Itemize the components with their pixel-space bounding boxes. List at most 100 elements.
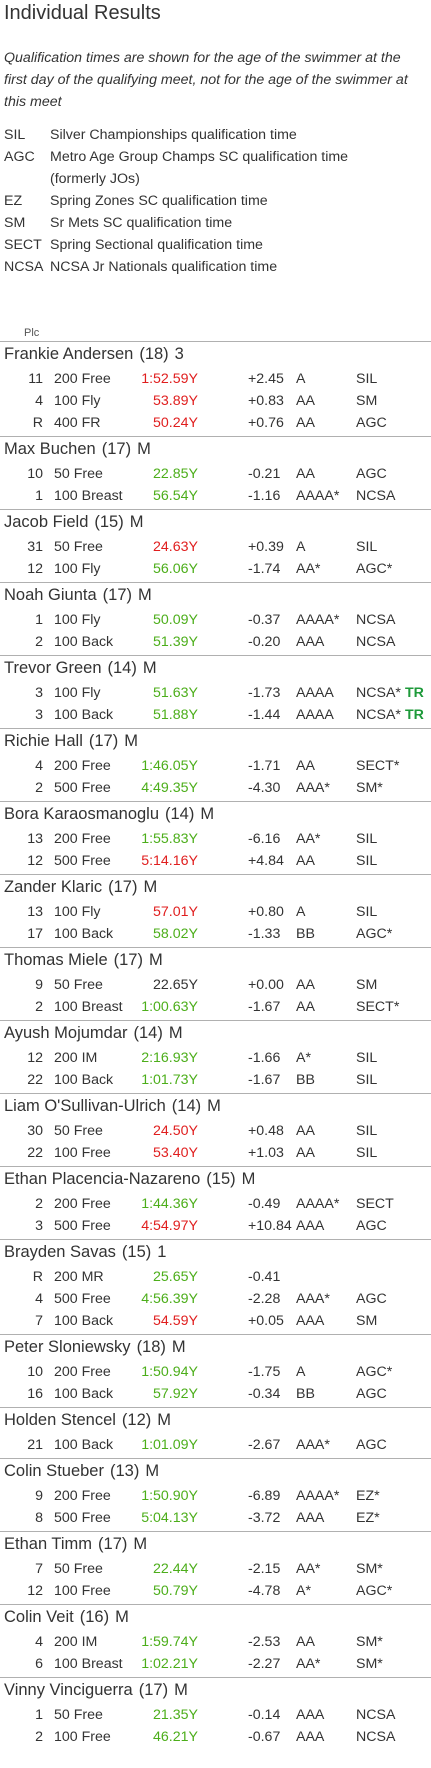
result-event: 200 Free: [54, 831, 111, 847]
result-event: 200 Free: [54, 371, 111, 387]
legend-desc: Metro Age Group Champs SC qualification …: [50, 149, 349, 165]
result-time: 1:01.09Y: [141, 1437, 198, 1453]
result-time: 56.54Y: [153, 488, 198, 504]
result-qualification: SIL: [356, 1123, 378, 1139]
swimmer-age: (15): [94, 513, 124, 531]
result-place: 7: [35, 1561, 43, 1577]
swimmer-name: Zander Klaric: [4, 878, 103, 896]
result-event: 100 Back: [54, 707, 114, 723]
result-qualification: AGC: [356, 466, 387, 482]
swimmer-name: Bora Karaosmanoglu: [4, 805, 160, 823]
result-time: 58.02Y: [153, 926, 198, 942]
result-standard: AA*: [296, 561, 321, 577]
result-qualification: AGC: [356, 415, 387, 431]
swimmer-name: Richie Hall: [4, 732, 83, 750]
result-diff: -0.34: [248, 1386, 281, 1402]
result-place: 4: [35, 393, 43, 409]
result-row: 6 100 Breast 1:02.21Y -2.27 AA* SM*: [0, 1653, 431, 1675]
result-standard: AA: [296, 466, 315, 482]
team-record-badge: TR: [404, 685, 424, 701]
result-diff: -1.66: [248, 1050, 281, 1066]
result-diff: -0.41: [248, 1269, 281, 1285]
result-row: 30 50 Free 24.50Y +0.48 AA SIL: [0, 1120, 431, 1142]
result-row: 21 100 Back 1:01.09Y -2.67 AAA* AGC: [0, 1434, 431, 1456]
result-place: 2: [35, 1729, 43, 1745]
result-event: 100 Back: [54, 1386, 114, 1402]
result-time: 57.01Y: [153, 904, 198, 920]
result-row: R 400 FR 50.24Y +0.76 AA AGC: [0, 412, 431, 434]
result-diff: +2.45: [248, 371, 284, 387]
result-place: 16: [27, 1386, 43, 1402]
result-diff: -2.15: [248, 1561, 281, 1577]
result-place: 3: [35, 685, 43, 701]
divider: [0, 436, 431, 437]
result-event: 100 Fly: [54, 612, 101, 628]
divider: [0, 341, 431, 342]
result-qualification: AGC: [356, 1218, 387, 1234]
result-place: 3: [35, 1218, 43, 1234]
swimmer-header: Holden Stencel (12) M: [4, 1409, 171, 1431]
result-time: 25.65Y: [153, 1269, 198, 1285]
result-place: 2: [35, 1196, 43, 1212]
result-row: 10 200 Free 1:50.94Y -1.75 A AGC*: [0, 1361, 431, 1383]
swimmer-header: Ayush Mojumdar (14) M: [4, 1022, 183, 1044]
swimmer-name: Ayush Mojumdar: [4, 1024, 128, 1042]
result-standard: AAAA: [296, 707, 334, 723]
result-event: 50 Free: [54, 1123, 103, 1139]
swimmer-age: (18): [139, 345, 169, 363]
result-place: 12: [27, 561, 43, 577]
result-time: 50.09Y: [153, 612, 198, 628]
result-row: R 200 MR 25.65Y -0.41: [0, 1266, 431, 1288]
swimmer-name: Brayden Savas: [4, 1243, 116, 1261]
result-diff: -0.49: [248, 1196, 281, 1212]
result-event: 200 MR: [54, 1269, 104, 1285]
result-qualification: NCSA: [356, 1707, 396, 1723]
swimmer-flag: M: [148, 951, 163, 969]
result-diff: -1.33: [248, 926, 281, 942]
swimmer-flag: M: [145, 1462, 160, 1480]
result-row: 12 100 Free 50.79Y -4.78 A* AGC*: [0, 1580, 431, 1602]
legend-desc: NCSA Jr Nationals qualification time: [50, 259, 278, 275]
swimmer-header: Ethan Placencia-Nazareno (15) M: [4, 1168, 255, 1190]
result-place: R: [32, 415, 43, 431]
divider: [0, 1677, 431, 1678]
result-event: 500 Free: [54, 780, 111, 796]
result-qualification: SM*: [356, 1634, 383, 1650]
result-qualification: AGC: [356, 1437, 387, 1453]
result-standard: AAA: [296, 1218, 325, 1234]
result-diff: -4.78: [248, 1583, 281, 1599]
page-title: Individual Results: [4, 2, 161, 24]
result-qualification: SIL: [356, 371, 378, 387]
result-standard: AAAA: [296, 685, 334, 701]
result-event: 50 Free: [54, 1561, 103, 1577]
legend-desc: Silver Championships qualification time: [50, 127, 297, 143]
result-row: 4 200 Free 1:46.05Y -1.71 AA SECT*: [0, 755, 431, 777]
legend-desc: Sr Mets SC qualification time: [50, 215, 233, 231]
swimmer-name: Noah Giunta: [4, 586, 97, 604]
result-standard: AA*: [296, 1656, 321, 1672]
swimmer-age: (12): [121, 1411, 152, 1429]
swimmer-age: (17): [102, 586, 132, 604]
result-place: 10: [27, 466, 43, 482]
result-standard: AA: [296, 1634, 315, 1650]
place-column-header: Plc: [24, 327, 40, 339]
result-row: 8 500 Free 5:04.13Y -3.72 AAA EZ*: [0, 1507, 431, 1529]
result-row: 1 100 Fly 50.09Y -0.37 AAAA* NCSA: [0, 609, 431, 631]
result-place: 31: [27, 539, 43, 555]
result-row: 9 50 Free 22.65Y +0.00 AA SM: [0, 974, 431, 996]
result-event: 50 Free: [54, 977, 103, 993]
result-diff: -1.71: [248, 758, 281, 774]
divider: [0, 947, 431, 948]
swimmer-name: Frankie Andersen: [4, 345, 134, 363]
result-standard: AAA*: [296, 780, 330, 796]
result-row: 4 500 Free 4:56.39Y -2.28 AAA* AGC: [0, 1288, 431, 1310]
result-standard: AA: [296, 393, 315, 409]
result-place: 7: [35, 1313, 43, 1329]
result-place: 11: [28, 371, 43, 387]
swimmer-flag: M: [241, 1170, 256, 1188]
swimmer-header: Richie Hall (17) M: [4, 730, 138, 752]
swimmer-flag: M: [200, 805, 215, 823]
divider: [0, 874, 431, 875]
result-diff: +0.05: [248, 1313, 284, 1329]
swimmer-age: (17): [113, 951, 143, 969]
